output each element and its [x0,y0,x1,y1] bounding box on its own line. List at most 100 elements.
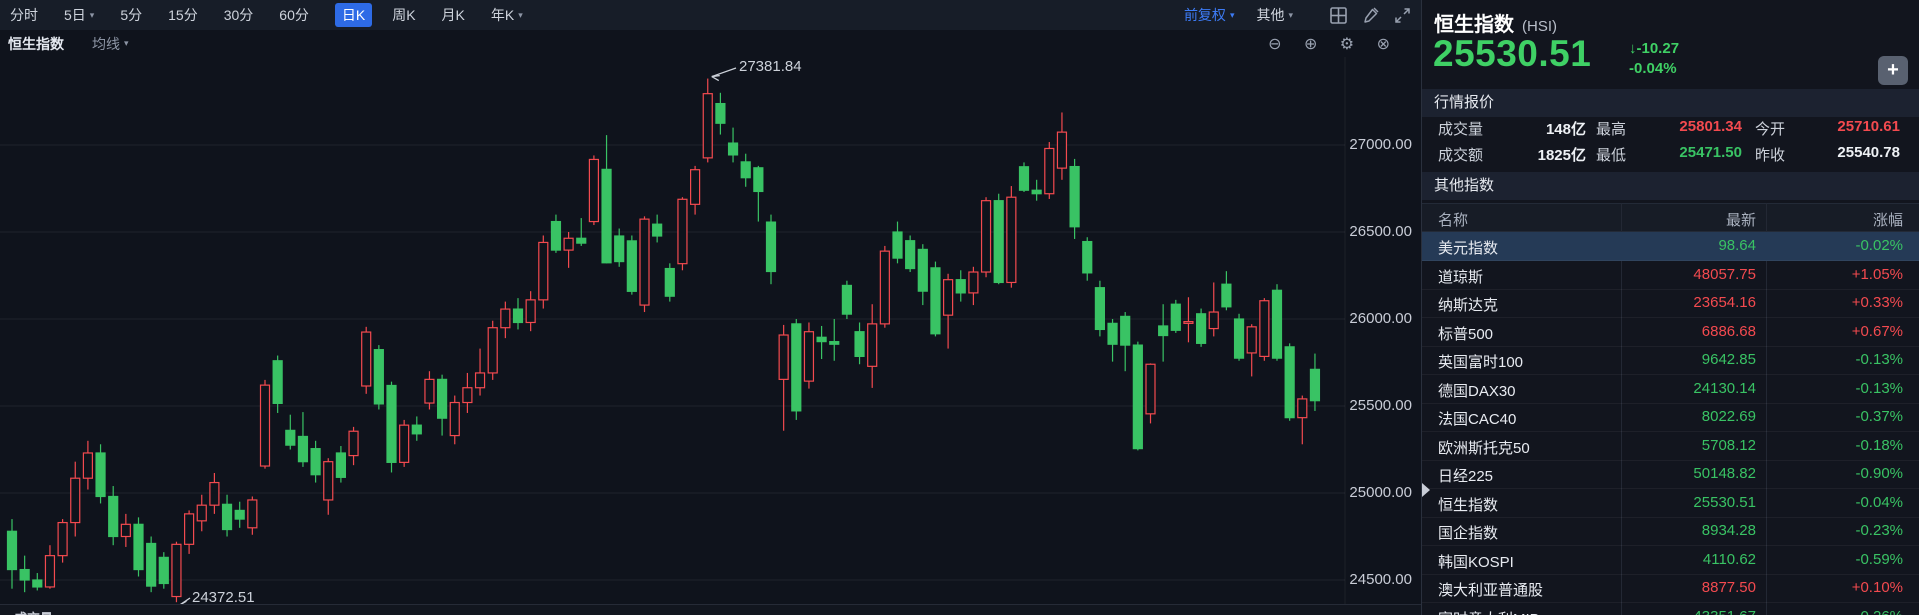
brush-icon[interactable] [1361,6,1379,24]
index-row-富时意大利MIB[interactable]: 富时意大利MIB 43351.67 -0.26% [1422,603,1919,615]
period-5day[interactable]: 5日 ▾ [64,7,95,23]
price-axis-label: 24500.00 [1349,571,1412,588]
index-row-name: 韩国KOSPI [1438,553,1514,571]
candle-body [867,323,878,367]
chart-zoom-controls[interactable]: ⊖ ⊕ ⚙ ⊗ [1268,35,1399,53]
candle-body [373,349,384,405]
volume-label: 成交量 [1438,121,1484,138]
index-row-国企指数[interactable]: 国企指数 8934.28 -0.23% [1422,517,1919,546]
candle-body [108,495,119,538]
index-row-last: 98.64 [1718,237,1756,254]
index-row-德国DAX30[interactable]: 德国DAX30 24130.14 -0.13% [1422,375,1919,404]
quote-section-header: 行情报价 [1422,89,1919,117]
period-5min[interactable]: 5分 [120,7,143,23]
period-yearly[interactable]: 年K ▾ [490,7,523,23]
index-row-英国富时100[interactable]: 英国富时100 9642.85 -0.13% [1422,346,1919,375]
chevron-down-icon: ▾ [89,9,95,20]
candle-body [297,435,309,463]
index-row-name: 欧洲斯托克50 [1438,439,1530,457]
index-row-last: 48057.75 [1693,265,1756,283]
candlestick-chart[interactable] [0,0,1421,615]
period-minute[interactable]: 分时 [10,7,38,23]
open-value: 25710.61 [1837,118,1900,135]
ma-indicator-dropdown[interactable]: 均线 ▾ [92,35,129,52]
chevron-down-icon: ▾ [1229,9,1235,20]
candle-body [525,299,536,324]
index-row-法国CAC40[interactable]: 法国CAC40 8022.69 -0.37% [1422,403,1919,432]
index-row-name: 法国CAC40 [1438,411,1517,428]
candle-body [664,267,675,297]
candle-body [1120,315,1131,346]
index-row-日经225[interactable]: 日经225 50148.82 -0.90% [1422,460,1919,489]
index-row-last: 6886.68 [1701,322,1756,340]
quote-panel: 恒生指数 (HSI) 25530.51 ↓-10.27 -0.04% + 行情报… [1421,0,1919,615]
panel-collapse-handle[interactable] [1422,483,1430,497]
index-row-last: 43351.67 [1632,608,1756,615]
period-15min[interactable]: 15分 [168,7,198,23]
period-30min[interactable]: 30分 [223,7,254,23]
index-row-标普500[interactable]: 标普500 6886.68 +0.67% [1422,318,1919,347]
period-60min[interactable]: 60分 [279,7,309,23]
index-row-name: 日经225 [1438,468,1494,485]
candle-body [399,424,410,463]
index-row-恒生指数[interactable]: 恒生指数 25530.51 -0.04% [1422,489,1919,518]
candle-body [1069,165,1080,228]
period-daily-selected[interactable]: 日K [334,3,373,27]
candle-body [221,503,233,531]
add-to-watchlist-button[interactable]: + [1878,56,1908,85]
index-row-韩国KOSPI[interactable]: 韩国KOSPI 4110.62 -0.59% [1422,546,1919,575]
index-row-last: 8022.69 [1701,408,1756,425]
candle-body [727,142,739,156]
more-dropdown[interactable]: 其他 ▾ [1256,7,1293,23]
index-row-name: 纳斯达克 [1438,297,1499,314]
index-row-name: 恒生指数 [1438,496,1499,514]
candle-body [285,429,296,446]
candle-body [740,161,751,179]
price-axis-label: 27000.00 [1349,136,1412,153]
index-row-欧洲斯托克50[interactable]: 欧洲斯托克50 5708.12 -0.18% [1422,432,1919,461]
index-row-澳大利亚普通股[interactable]: 澳大利亚普通股 8877.50 +0.10% [1422,574,1919,603]
candle-body [1094,287,1106,331]
candle-body [57,521,68,557]
candle-body [1259,300,1270,358]
column-separator [1621,203,1622,615]
candle-body [1056,131,1068,169]
candle-body [563,237,574,251]
index-name: 恒生指数 [1434,14,1514,36]
candle-body [487,327,498,374]
index-row-美元指数[interactable]: 美元指数 98.64 -0.02% [1422,232,1919,261]
candle-body [171,543,182,598]
column-last: 最新 [1725,212,1756,229]
index-row-change: -0.37% [1855,408,1903,425]
adjust-mode-dropdown[interactable]: 前复权 ▾ [1183,7,1235,23]
index-row-change: +0.33% [1851,294,1903,311]
period-weekly[interactable]: 周K [392,7,416,23]
index-row-change: +0.67% [1851,322,1903,340]
current-price: 25530.51 [1433,33,1592,74]
index-row-道琼斯[interactable]: 道琼斯 48057.75 +1.05% [1422,261,1919,290]
index-row-change: -0.04% [1855,493,1903,511]
candle-body [829,341,840,345]
candle-body [765,221,777,273]
candle-body [323,461,334,501]
amount-label: 成交额 [1438,147,1484,164]
prev-close-label: 昨收 [1755,147,1786,164]
candle-body [512,308,524,324]
candle-body [437,378,448,419]
candle-body [133,523,144,571]
candle-body [677,198,688,265]
candle-body [500,308,511,329]
index-row-change: -0.90% [1855,465,1903,482]
index-row-纳斯达克[interactable]: 纳斯达克 23654.16 +0.33% [1422,289,1919,318]
candle-body [82,452,94,479]
fullscreen-icon[interactable] [1393,6,1411,24]
volume-value: 148亿 [1545,121,1586,138]
index-row-change: -0.13% [1855,379,1903,397]
candle-body [1233,318,1245,359]
grid-layout-icon[interactable] [1329,6,1347,24]
period-monthly[interactable]: 月K [441,7,465,23]
price-axis-label: 26500.00 [1349,223,1412,240]
candle-body [247,499,258,529]
candle-body [803,331,815,382]
